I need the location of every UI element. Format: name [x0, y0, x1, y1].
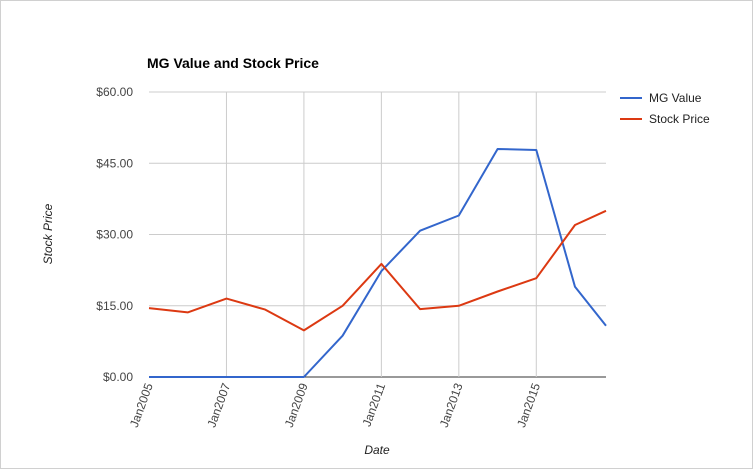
y-tick-label: $60.00: [96, 85, 133, 99]
y-tick-label: $45.00: [96, 156, 133, 170]
legend-label: Stock Price: [649, 112, 710, 126]
series-line-stock-price: [148, 209, 607, 332]
legend-label: MG Value: [649, 91, 702, 105]
y-tick-label: $0.00: [103, 370, 133, 384]
chart-title: MG Value and Stock Price: [147, 55, 319, 71]
series-line-mg-value: [149, 148, 607, 378]
series-lines: [148, 148, 607, 378]
y-axis-ticks: $0.00 $15.00 $30.00 $45.00 $60.00: [96, 85, 133, 384]
y-tick-label: $30.00: [96, 228, 133, 242]
legend: MG Value Stock Price: [620, 91, 710, 126]
y-axis-label: Stock Price: [41, 203, 55, 264]
x-axis-label: Date: [364, 443, 390, 457]
y-tick-label: $15.00: [96, 299, 133, 313]
